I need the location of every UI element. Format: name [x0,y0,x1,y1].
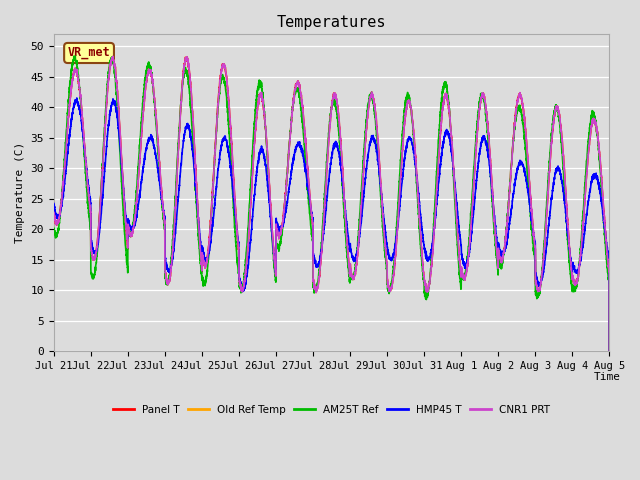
Y-axis label: Temperature (C): Temperature (C) [15,142,25,243]
Legend: Panel T, Old Ref Temp, AM25T Ref, HMP45 T, CNR1 PRT: Panel T, Old Ref Temp, AM25T Ref, HMP45 … [109,401,555,420]
X-axis label: Time: Time [593,372,621,382]
Title: Temperatures: Temperatures [277,15,387,30]
Text: VR_met: VR_met [68,47,111,60]
